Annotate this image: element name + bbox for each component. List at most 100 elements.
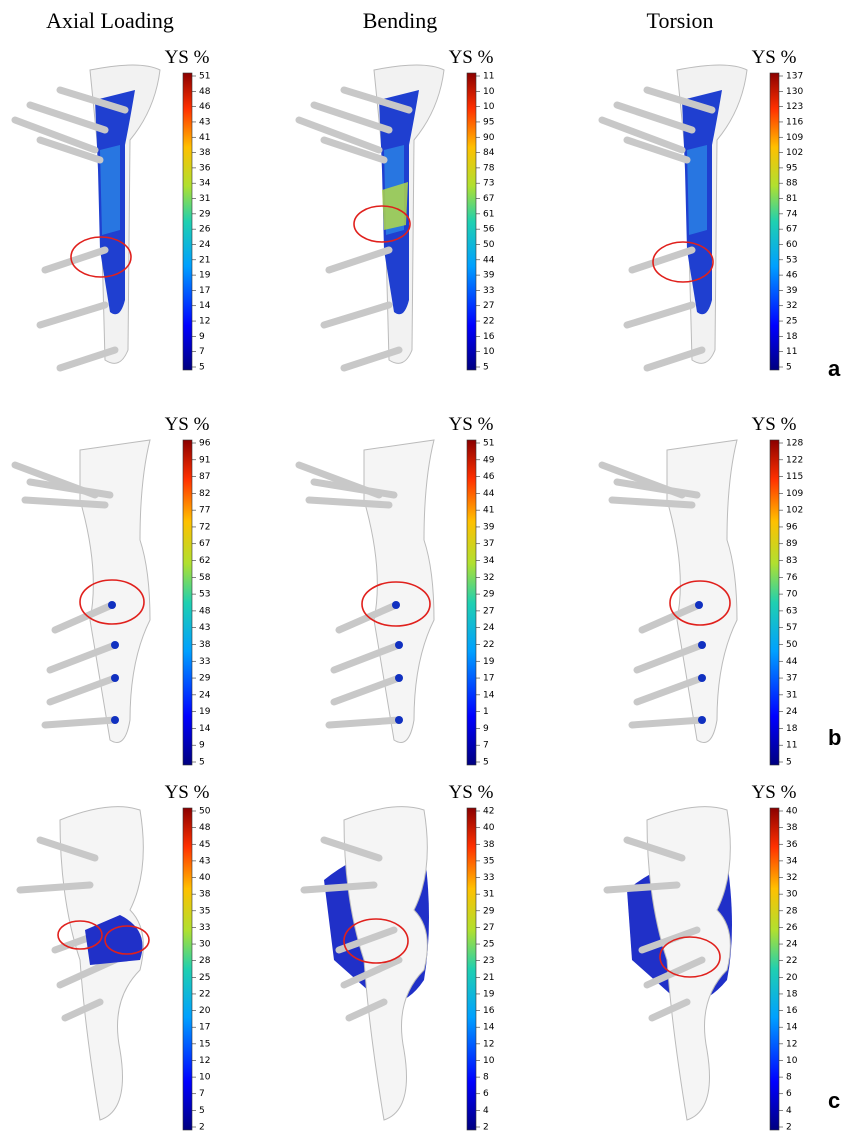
tick-label: 7 (199, 347, 205, 357)
tick-label: 8 (483, 1073, 489, 1083)
tick-label: 33 (483, 873, 494, 883)
tick-label: 2 (483, 1123, 489, 1133)
model (299, 440, 434, 743)
colorbar (467, 73, 476, 370)
tick-label: 29 (199, 209, 211, 219)
tick-label: 5 (786, 758, 792, 768)
tick-label: 5 (199, 363, 205, 373)
model (304, 807, 429, 1120)
tick-label: 18 (786, 989, 798, 999)
tick-label: 27 (483, 606, 494, 616)
tick-label: 26 (199, 225, 211, 235)
tick-label: 63 (786, 606, 797, 616)
tick-label: 8 (786, 1073, 792, 1083)
tick-label: 16 (483, 332, 495, 342)
tick-label: 102 (786, 506, 803, 516)
tick-label: 41 (483, 506, 494, 516)
tick-label: 46 (483, 472, 495, 482)
tick-label: 61 (483, 209, 494, 219)
tick-label: 40 (786, 807, 798, 817)
tick-label: 123 (786, 102, 803, 112)
tick-label: 43 (199, 117, 210, 127)
tick-label: 10 (483, 1056, 495, 1066)
tick-label: 25 (483, 940, 494, 950)
tick-label: 12 (199, 317, 210, 327)
tick-label: 24 (483, 623, 495, 633)
colorbar (183, 440, 192, 765)
tick-label: 116 (786, 117, 803, 127)
tick-label: 96 (199, 439, 211, 449)
tick-label: 50 (483, 240, 495, 250)
tick-label: 16 (786, 1006, 798, 1016)
tick-label: 27 (483, 923, 494, 933)
tick-label: 95 (483, 117, 494, 127)
tick-label: 33 (483, 286, 494, 296)
tick-label: 29 (199, 674, 211, 684)
tick-label: 12 (786, 1039, 797, 1049)
tick-label: 10 (483, 347, 495, 357)
tick-label: 5 (483, 758, 489, 768)
tick-label: 58 (199, 573, 211, 583)
tick-label: 24 (199, 240, 211, 250)
tick-label: 38 (786, 823, 798, 833)
tick-label: 40 (199, 873, 211, 883)
tick-label: 50 (199, 807, 211, 817)
tick-label: 36 (199, 163, 211, 173)
model (602, 440, 737, 743)
tick-label: 7 (483, 741, 489, 751)
tick-label: 62 (199, 556, 210, 566)
colorbar (770, 808, 779, 1130)
tick-label: 37 (786, 674, 797, 684)
tick-label: 102 (786, 148, 803, 158)
model (607, 807, 732, 1120)
tick-label: 81 (786, 194, 797, 204)
tick-label: 67 (483, 194, 494, 204)
tick-label: 6 (483, 1089, 489, 1099)
tick-label: 38 (199, 640, 211, 650)
tick-label: 7 (199, 1089, 205, 1099)
tick-label: 51 (199, 72, 210, 82)
tick-label: 90 (483, 133, 495, 143)
tick-label: 96 (786, 522, 798, 532)
tick-label: 23 (483, 956, 494, 966)
tick-label: 89 (786, 539, 798, 549)
tick-label: 25 (199, 973, 210, 983)
model (20, 807, 143, 1120)
colorbar (467, 440, 476, 765)
tick-label: 33 (199, 923, 210, 933)
tick-label: 34 (199, 179, 211, 189)
tick-label: 38 (483, 840, 495, 850)
tick-label: 9 (199, 741, 205, 751)
tick-label: 32 (786, 301, 797, 311)
colorbar (770, 440, 779, 765)
tick-label: 30 (786, 890, 798, 900)
tick-label: 5 (483, 363, 489, 373)
tick-label: 20 (786, 973, 798, 983)
tick-label: 17 (199, 1023, 210, 1033)
tick-label: 19 (199, 707, 211, 717)
tick-label: 50 (786, 640, 798, 650)
tick-label: 84 (483, 148, 495, 158)
tick-label: 1 (483, 707, 489, 717)
tick-label: 32 (786, 873, 797, 883)
tick-label: 4 (483, 1106, 489, 1116)
tick-label: 122 (786, 455, 803, 465)
tick-label: 22 (483, 317, 494, 327)
colorbar-title: YS % (752, 414, 797, 435)
tick-label: 19 (199, 271, 211, 281)
tick-label: 128 (786, 439, 803, 449)
tick-label: 24 (786, 707, 798, 717)
tick-label: 5 (199, 1106, 205, 1116)
tick-label: 78 (483, 163, 495, 173)
tick-label: 51 (483, 439, 494, 449)
colorbar (183, 808, 192, 1130)
colorbar-title: YS % (449, 414, 494, 435)
tick-label: 115 (786, 472, 803, 482)
tick-label: 49 (483, 455, 495, 465)
tick-label: 17 (483, 674, 494, 684)
tick-label: 20 (199, 1006, 211, 1016)
tick-label: 39 (786, 286, 798, 296)
model (15, 65, 160, 368)
tick-label: 10 (483, 102, 495, 112)
colorbar (770, 73, 779, 370)
